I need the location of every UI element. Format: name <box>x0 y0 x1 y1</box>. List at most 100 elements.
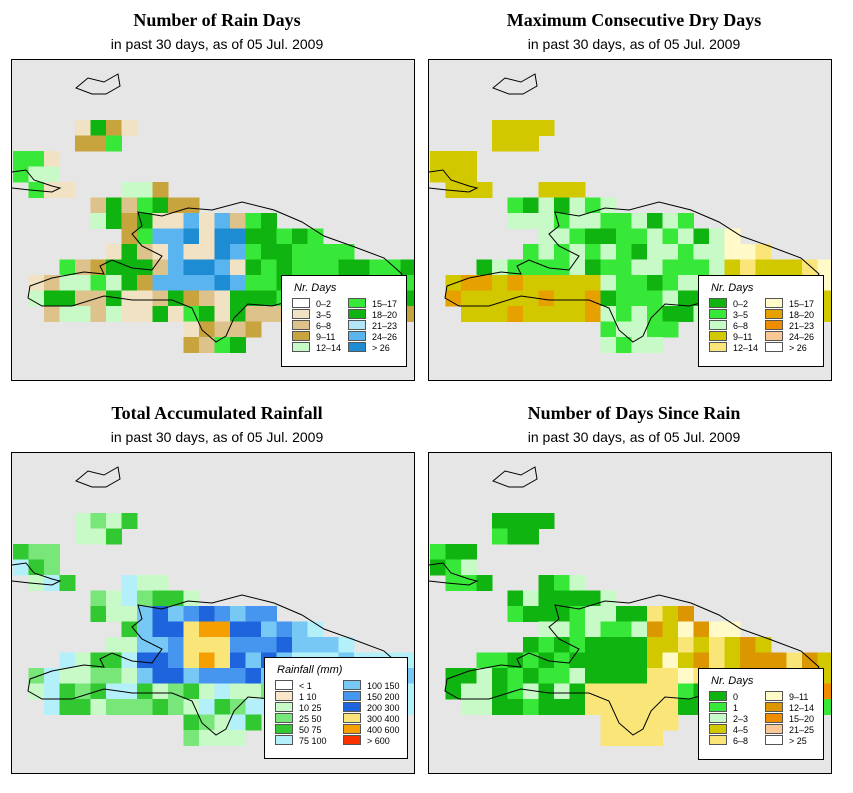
map-cell <box>631 668 648 684</box>
map-cell <box>569 668 586 684</box>
map-cell <box>631 306 648 322</box>
map-cell <box>168 590 184 607</box>
map-cell <box>137 244 153 260</box>
map-cell <box>245 306 262 322</box>
map-cell <box>616 321 632 338</box>
map-cell <box>662 228 679 245</box>
map-cell <box>538 182 555 198</box>
legend-swatch <box>765 702 783 712</box>
map-cell <box>121 275 138 291</box>
map-cell <box>106 259 122 276</box>
map-cell <box>137 621 153 638</box>
map-cell <box>445 683 462 700</box>
map-cell <box>28 151 45 167</box>
map-cell <box>137 275 153 291</box>
map-cell <box>461 290 477 307</box>
coastline <box>429 562 479 586</box>
map-cell <box>585 259 601 276</box>
legend-swatch <box>348 331 366 341</box>
map-cell <box>183 714 200 731</box>
map-cell <box>647 683 663 700</box>
map-cell <box>492 259 508 276</box>
coastline <box>429 169 479 193</box>
map-cell <box>538 213 555 229</box>
map-cell <box>569 197 586 214</box>
map-cell <box>616 621 632 638</box>
legend-swatch <box>709 724 727 734</box>
map-cell <box>59 182 76 198</box>
legend-swatch <box>765 298 783 308</box>
map-cell <box>631 213 648 229</box>
map-cell <box>569 683 586 700</box>
map-cell <box>199 244 215 260</box>
map-cell <box>554 228 570 245</box>
map-cell <box>137 590 153 607</box>
legend-label: 12–14 <box>733 343 759 353</box>
map-cell <box>724 637 741 653</box>
map-cell <box>152 590 169 607</box>
legend-swatch <box>275 724 293 734</box>
legend-label: 12–14 <box>316 343 342 353</box>
map-cell <box>230 714 246 731</box>
legend-label: > 26 <box>789 343 807 353</box>
map-cell <box>507 590 524 607</box>
map-cell <box>709 228 725 245</box>
map-cell <box>693 228 710 245</box>
map-cell <box>600 290 617 307</box>
map-cell <box>647 244 663 260</box>
map-cell <box>44 306 60 322</box>
map-cell <box>523 290 539 307</box>
map-cell <box>106 513 122 529</box>
map-cell <box>647 259 663 276</box>
map-cell <box>616 337 632 353</box>
map-cell <box>245 213 262 229</box>
map-cell <box>137 306 153 322</box>
map-cell <box>631 337 648 353</box>
map-cell <box>631 637 648 653</box>
map-cell <box>152 668 169 684</box>
map-cell <box>538 275 555 291</box>
map-cell <box>168 259 184 276</box>
map-cell <box>292 637 308 653</box>
map-cell <box>476 575 493 591</box>
legend-swatch <box>348 309 366 319</box>
legend-rain-days: Nr. Days 0–2 3–5 6–8 9–11 12–14 15–17 18–20 21–2… <box>281 275 407 367</box>
map-cell <box>245 290 262 307</box>
map-cell <box>631 606 648 622</box>
map-cell <box>616 668 632 684</box>
map-cell <box>44 182 60 198</box>
legend-label: 1 10 <box>299 692 317 702</box>
map-cell <box>647 275 663 291</box>
map-cell <box>647 730 663 746</box>
map-cell <box>199 606 215 622</box>
map-cell <box>585 197 601 214</box>
map-cell <box>740 652 756 669</box>
map-cell <box>461 683 477 700</box>
map-cell <box>569 575 586 591</box>
map-cell <box>245 275 262 291</box>
map-cell <box>199 213 215 229</box>
map-cell <box>678 637 694 653</box>
map-cell <box>183 321 200 338</box>
map-cell <box>507 683 524 700</box>
legend-label: 18–20 <box>372 310 398 320</box>
map-cell <box>523 699 539 715</box>
map-cell <box>616 213 632 229</box>
map-cell <box>616 683 632 700</box>
map-cell <box>492 135 508 152</box>
legend-label: > 25 <box>789 736 807 746</box>
map-cell <box>292 259 308 276</box>
map-cell <box>802 259 818 276</box>
legend-swatch <box>292 331 310 341</box>
map-cell <box>724 621 741 638</box>
map-cell <box>106 120 122 136</box>
map-cell <box>214 699 231 715</box>
map-cell <box>75 290 91 307</box>
map-cell <box>137 637 153 653</box>
legend-swatch <box>292 320 310 330</box>
map-cell <box>616 637 632 653</box>
map-cell <box>492 275 508 291</box>
map-cell <box>168 275 184 291</box>
map-cell <box>492 652 508 669</box>
map-cell <box>445 559 462 576</box>
